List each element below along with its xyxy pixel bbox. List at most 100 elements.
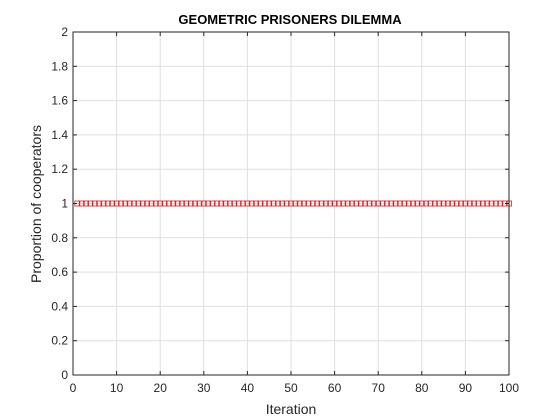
data-point bbox=[170, 200, 177, 207]
data-point bbox=[427, 200, 434, 207]
data-point bbox=[148, 200, 155, 207]
x-axis-label: Iteration bbox=[266, 401, 317, 417]
data-point bbox=[349, 200, 355, 207]
data-point bbox=[344, 200, 351, 207]
y-axis-label: Proportion of cooperators bbox=[28, 125, 44, 283]
data-point bbox=[370, 200, 377, 207]
x-tick-label: 0 bbox=[70, 381, 77, 395]
data-point bbox=[104, 200, 111, 207]
data-point bbox=[336, 200, 342, 207]
data-point bbox=[118, 200, 124, 207]
y-tick-label: 2 bbox=[61, 25, 68, 39]
y-tick-label: 1.4 bbox=[51, 128, 68, 142]
data-point bbox=[78, 200, 85, 207]
data-point bbox=[213, 200, 220, 207]
data-point bbox=[166, 200, 172, 207]
data-point bbox=[440, 200, 447, 207]
data-point bbox=[205, 200, 212, 207]
data-point bbox=[231, 200, 238, 207]
y-axis: 0 0.2 0.4 0.6 0.8 1 1.2 1.4 1.6 1.8 2 bbox=[51, 25, 509, 382]
y-tick-label: 0.8 bbox=[51, 231, 68, 245]
x-tick-label: 80 bbox=[415, 381, 429, 395]
data-point bbox=[96, 200, 103, 207]
data-point bbox=[144, 200, 151, 207]
data-point bbox=[261, 200, 268, 207]
data-point bbox=[122, 200, 129, 207]
data-point bbox=[192, 200, 198, 207]
data-point bbox=[453, 200, 460, 207]
data-point bbox=[227, 200, 233, 207]
data-point bbox=[466, 200, 473, 207]
data-point bbox=[174, 200, 181, 207]
data-point bbox=[240, 200, 246, 207]
data-point bbox=[484, 200, 491, 207]
data-point bbox=[471, 200, 478, 207]
data-point bbox=[423, 200, 430, 207]
data-point bbox=[462, 200, 469, 207]
data-point bbox=[475, 200, 482, 207]
data-point bbox=[397, 200, 403, 207]
x-tick-label: 30 bbox=[197, 381, 211, 395]
data-point bbox=[152, 200, 159, 207]
data-point bbox=[357, 200, 364, 207]
data-point bbox=[183, 200, 190, 207]
x-tick-label: 70 bbox=[372, 381, 386, 395]
data-point bbox=[288, 200, 294, 207]
data-point bbox=[100, 200, 107, 207]
data-point bbox=[418, 200, 425, 207]
data-point bbox=[401, 200, 408, 207]
data-point bbox=[270, 200, 277, 207]
data-point bbox=[179, 200, 185, 207]
data-point bbox=[366, 200, 373, 207]
y-tick-label: 1 bbox=[61, 197, 68, 211]
data-point bbox=[497, 200, 504, 207]
y-tick-label: 0.4 bbox=[51, 299, 68, 313]
data-point bbox=[436, 200, 443, 207]
data-point bbox=[83, 200, 89, 207]
y-tick-label: 1.6 bbox=[51, 94, 68, 108]
data-point bbox=[275, 200, 281, 207]
data-point bbox=[410, 200, 416, 207]
data-point bbox=[244, 200, 251, 207]
data-point bbox=[414, 200, 421, 207]
data-point bbox=[322, 200, 329, 207]
data-point bbox=[327, 200, 334, 207]
data-point bbox=[209, 200, 216, 207]
data-point bbox=[279, 200, 286, 207]
data-point bbox=[340, 200, 347, 207]
data-point bbox=[253, 200, 260, 207]
data-point bbox=[266, 200, 273, 207]
x-tick-label: 90 bbox=[459, 381, 473, 395]
data-point bbox=[314, 200, 321, 207]
data-point bbox=[458, 200, 464, 207]
data-point bbox=[135, 200, 142, 207]
chart-title: GEOMETRIC PRISONERS DILEMMA bbox=[178, 12, 402, 27]
data-point bbox=[388, 200, 395, 207]
data-point bbox=[196, 200, 203, 207]
data-point bbox=[431, 200, 438, 207]
x-tick-label: 50 bbox=[284, 381, 298, 395]
x-tick-label: 10 bbox=[110, 381, 124, 395]
data-point bbox=[187, 200, 194, 207]
data-point bbox=[126, 200, 133, 207]
data-point bbox=[493, 200, 499, 207]
data-point bbox=[109, 200, 116, 207]
data-point bbox=[479, 200, 486, 207]
data-point bbox=[157, 200, 164, 207]
data-point bbox=[309, 200, 316, 207]
data-point bbox=[218, 200, 225, 207]
data-point bbox=[292, 200, 299, 207]
data-point bbox=[113, 200, 120, 207]
data-point bbox=[257, 200, 264, 207]
data-point bbox=[318, 200, 325, 207]
data-point bbox=[200, 200, 207, 207]
data-point bbox=[235, 200, 242, 207]
x-tick-label: 60 bbox=[328, 381, 342, 395]
x-tick-label: 20 bbox=[154, 381, 168, 395]
data-point bbox=[353, 200, 360, 207]
data-point bbox=[305, 200, 312, 207]
data-point bbox=[296, 200, 303, 207]
x-axis: 0 10 20 30 40 50 60 70 80 90 100 bbox=[70, 32, 519, 395]
data-point bbox=[379, 200, 386, 207]
